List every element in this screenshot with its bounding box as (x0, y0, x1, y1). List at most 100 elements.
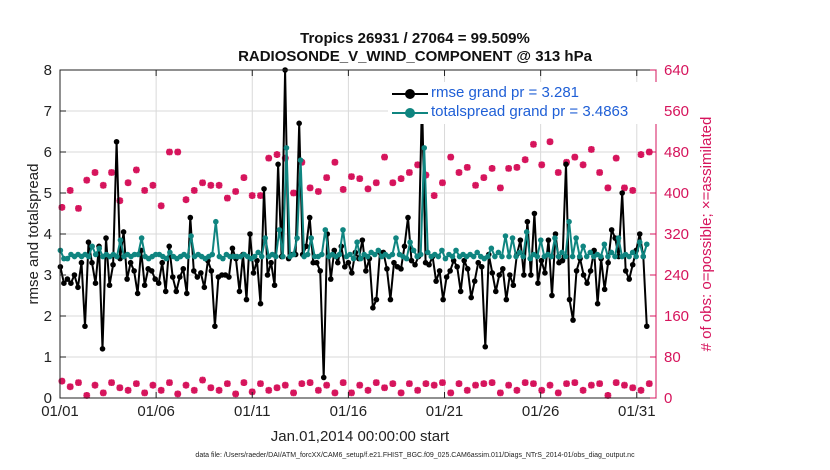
obs-assimilated-marker (480, 380, 488, 388)
obs-assimilated-marker (331, 389, 339, 397)
totalspread-point (347, 251, 353, 258)
obs-possible-marker (265, 154, 273, 162)
x-tick-label: 01/21 (426, 403, 464, 420)
obs-possible-marker (124, 179, 132, 187)
totalspread-point (513, 253, 519, 260)
totalspread-point (520, 253, 526, 260)
rmse-point (359, 237, 366, 243)
totalspread-point (336, 251, 343, 258)
rmse-point (243, 296, 250, 303)
obs-possible-marker (645, 148, 653, 156)
obs-assimilated-marker (58, 377, 66, 385)
obs-assimilated-marker (124, 386, 132, 394)
rmse-point (384, 266, 390, 272)
rmse-point (412, 261, 418, 268)
obs-possible-marker (414, 161, 422, 169)
totalspread-point (375, 247, 382, 254)
totalspread-point (273, 253, 279, 260)
totalspread-point (598, 253, 604, 260)
y-tick-label-right: 480 (664, 144, 689, 161)
rmse-point (141, 282, 148, 289)
obs-possible-marker (488, 165, 496, 172)
rmse-point (229, 245, 236, 252)
series-lines (57, 67, 650, 381)
totalspread-point (629, 249, 636, 256)
obs-assimilated-marker (273, 384, 281, 392)
rmse-point (124, 276, 130, 282)
obs-possible-marker (207, 181, 215, 189)
totalspread-point (555, 253, 562, 260)
obs-assimilated-marker (132, 380, 140, 388)
rmse-point (528, 272, 534, 278)
totalspread-point (117, 237, 124, 243)
chart-title-line2: RADIOSONDE_V_WIND_COMPONENT @ 313 hPa (238, 48, 592, 65)
rmse-point (247, 231, 253, 237)
totalspread-point (534, 253, 541, 260)
y-tick-label-left: 0 (44, 390, 52, 407)
rmse-point (183, 290, 190, 297)
totalspread-point (453, 247, 459, 254)
obs-assimilated-marker (554, 389, 562, 397)
footer-data-file: data file: /Users/raeder/DAI/ATM_forcXX/… (195, 452, 635, 459)
obs-assimilated-marker (314, 386, 322, 394)
rmse-point (408, 257, 415, 264)
rmse-point (552, 231, 559, 237)
rmse-point (521, 272, 527, 278)
totalspread-point (435, 253, 442, 260)
rmse-point (131, 268, 137, 274)
legend-marker-spread (405, 108, 415, 118)
obs-assimilated-marker (182, 381, 190, 389)
obs-possible-marker (587, 146, 595, 153)
obs-possible-marker (190, 187, 198, 194)
obs-assimilated-marker (612, 379, 620, 387)
rmse-point (517, 237, 524, 243)
obs-assimilated-marker (381, 384, 388, 392)
totalspread-point (527, 255, 534, 262)
rmse-point (106, 282, 113, 289)
obs-possible-marker (472, 181, 479, 189)
obs-assimilated-marker (174, 390, 182, 398)
obs-possible-marker (463, 163, 471, 171)
y-tick-label-right: 0 (664, 390, 672, 407)
obs-assimilated-marker (116, 384, 124, 392)
rmse-point (306, 214, 313, 221)
obs-possible-marker (530, 140, 537, 148)
rmse-point (191, 268, 197, 274)
totalspread-point (135, 251, 141, 258)
totalspread-point (566, 218, 572, 225)
obs-possible-marker (513, 163, 521, 171)
obs-possible-marker (348, 173, 355, 180)
obs-assimilated-marker (488, 379, 496, 387)
y-tick-label-right: 160 (664, 308, 689, 325)
totalspread-point (213, 218, 219, 225)
obs-possible-marker (215, 181, 223, 189)
obs-assimilated-marker (596, 380, 604, 388)
rmse-point (387, 296, 394, 303)
rmse-point (629, 261, 636, 268)
y-tick-label-right: 80 (664, 349, 681, 366)
rmse-point (492, 288, 499, 295)
obs-assimilated-marker (455, 380, 463, 388)
rmse-point (194, 274, 201, 280)
obs-assimilated-marker (356, 381, 364, 389)
obs-possible-marker (182, 196, 190, 204)
obs-possible-marker (397, 175, 405, 183)
obs-possible-marker (58, 203, 66, 211)
y-tick-label-right: 640 (664, 62, 689, 79)
totalspread-point (640, 253, 647, 260)
obs-possible-marker (257, 192, 264, 199)
rmse-point (401, 243, 408, 250)
totalspread-point (502, 233, 509, 239)
rmse-point (496, 272, 503, 278)
totalspread-point (403, 255, 410, 262)
obs-assimilated-marker (323, 381, 331, 389)
obs-assimilated-marker (587, 381, 595, 389)
rmse-point (433, 278, 439, 284)
rmse-point (201, 284, 208, 291)
totalspread-point (318, 251, 325, 258)
obs-assimilated-marker (513, 386, 521, 394)
totalspread-point (537, 237, 544, 243)
rmse-point (461, 257, 467, 264)
totalspread-point (371, 251, 378, 258)
obs-assimilated-marker (439, 379, 446, 387)
